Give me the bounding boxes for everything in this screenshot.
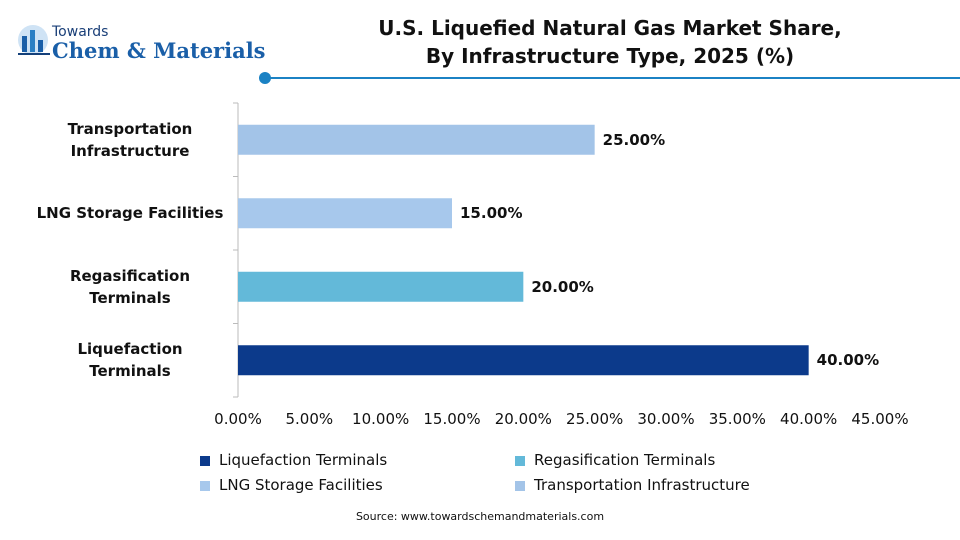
legend-label: Liquefaction Terminals bbox=[219, 451, 388, 469]
data-label: 25.00% bbox=[602, 130, 666, 149]
data-label: 40.00% bbox=[816, 351, 880, 370]
title-rule-dot bbox=[259, 72, 271, 84]
bar bbox=[238, 345, 809, 376]
legend-swatch bbox=[515, 481, 525, 491]
x-tick-label: 45.00% bbox=[851, 410, 909, 428]
y-tick-label: Liquefaction Terminals bbox=[77, 340, 183, 381]
x-tick-label: 25.00% bbox=[566, 410, 624, 428]
x-tick-label: 15.00% bbox=[423, 410, 481, 428]
x-tick-label: 10.00% bbox=[352, 410, 410, 428]
x-tick-label: 20.00% bbox=[494, 410, 552, 428]
legend-label: LNG Storage Facilities bbox=[219, 476, 383, 494]
logo-icon bbox=[18, 25, 50, 55]
y-tick-label: Regasification Terminals bbox=[69, 266, 191, 307]
legend-swatch bbox=[200, 456, 210, 466]
bar bbox=[238, 198, 452, 229]
x-tick-label: 5.00% bbox=[285, 410, 334, 428]
y-tick-label: Transportation Infrastructure bbox=[67, 119, 193, 160]
data-label: 15.00% bbox=[460, 204, 523, 223]
y-tick-label: LNG Storage Facilities bbox=[36, 204, 224, 223]
bar bbox=[238, 124, 595, 155]
logo-top: Towards bbox=[52, 24, 109, 40]
source: Source: www.towardschemandmaterials.com bbox=[355, 510, 605, 523]
x-tick-label: 0.00% bbox=[214, 410, 262, 428]
data-label: 20.00% bbox=[531, 277, 594, 296]
chart-title: U.S. Liquefied Natural Gas Market Share,… bbox=[378, 16, 842, 68]
x-tick-label: 35.00% bbox=[708, 410, 766, 428]
x-tick-label: 40.00% bbox=[780, 410, 838, 428]
logo-bottom: Chem & Materials bbox=[52, 38, 266, 63]
legend-swatch bbox=[515, 456, 525, 466]
bar bbox=[238, 271, 524, 302]
x-tick-label: 30.00% bbox=[637, 410, 695, 428]
legend-label: Transportation Infrastructure bbox=[534, 476, 750, 494]
legend-label: Regasification Terminals bbox=[534, 451, 716, 469]
legend-swatch bbox=[200, 481, 210, 491]
